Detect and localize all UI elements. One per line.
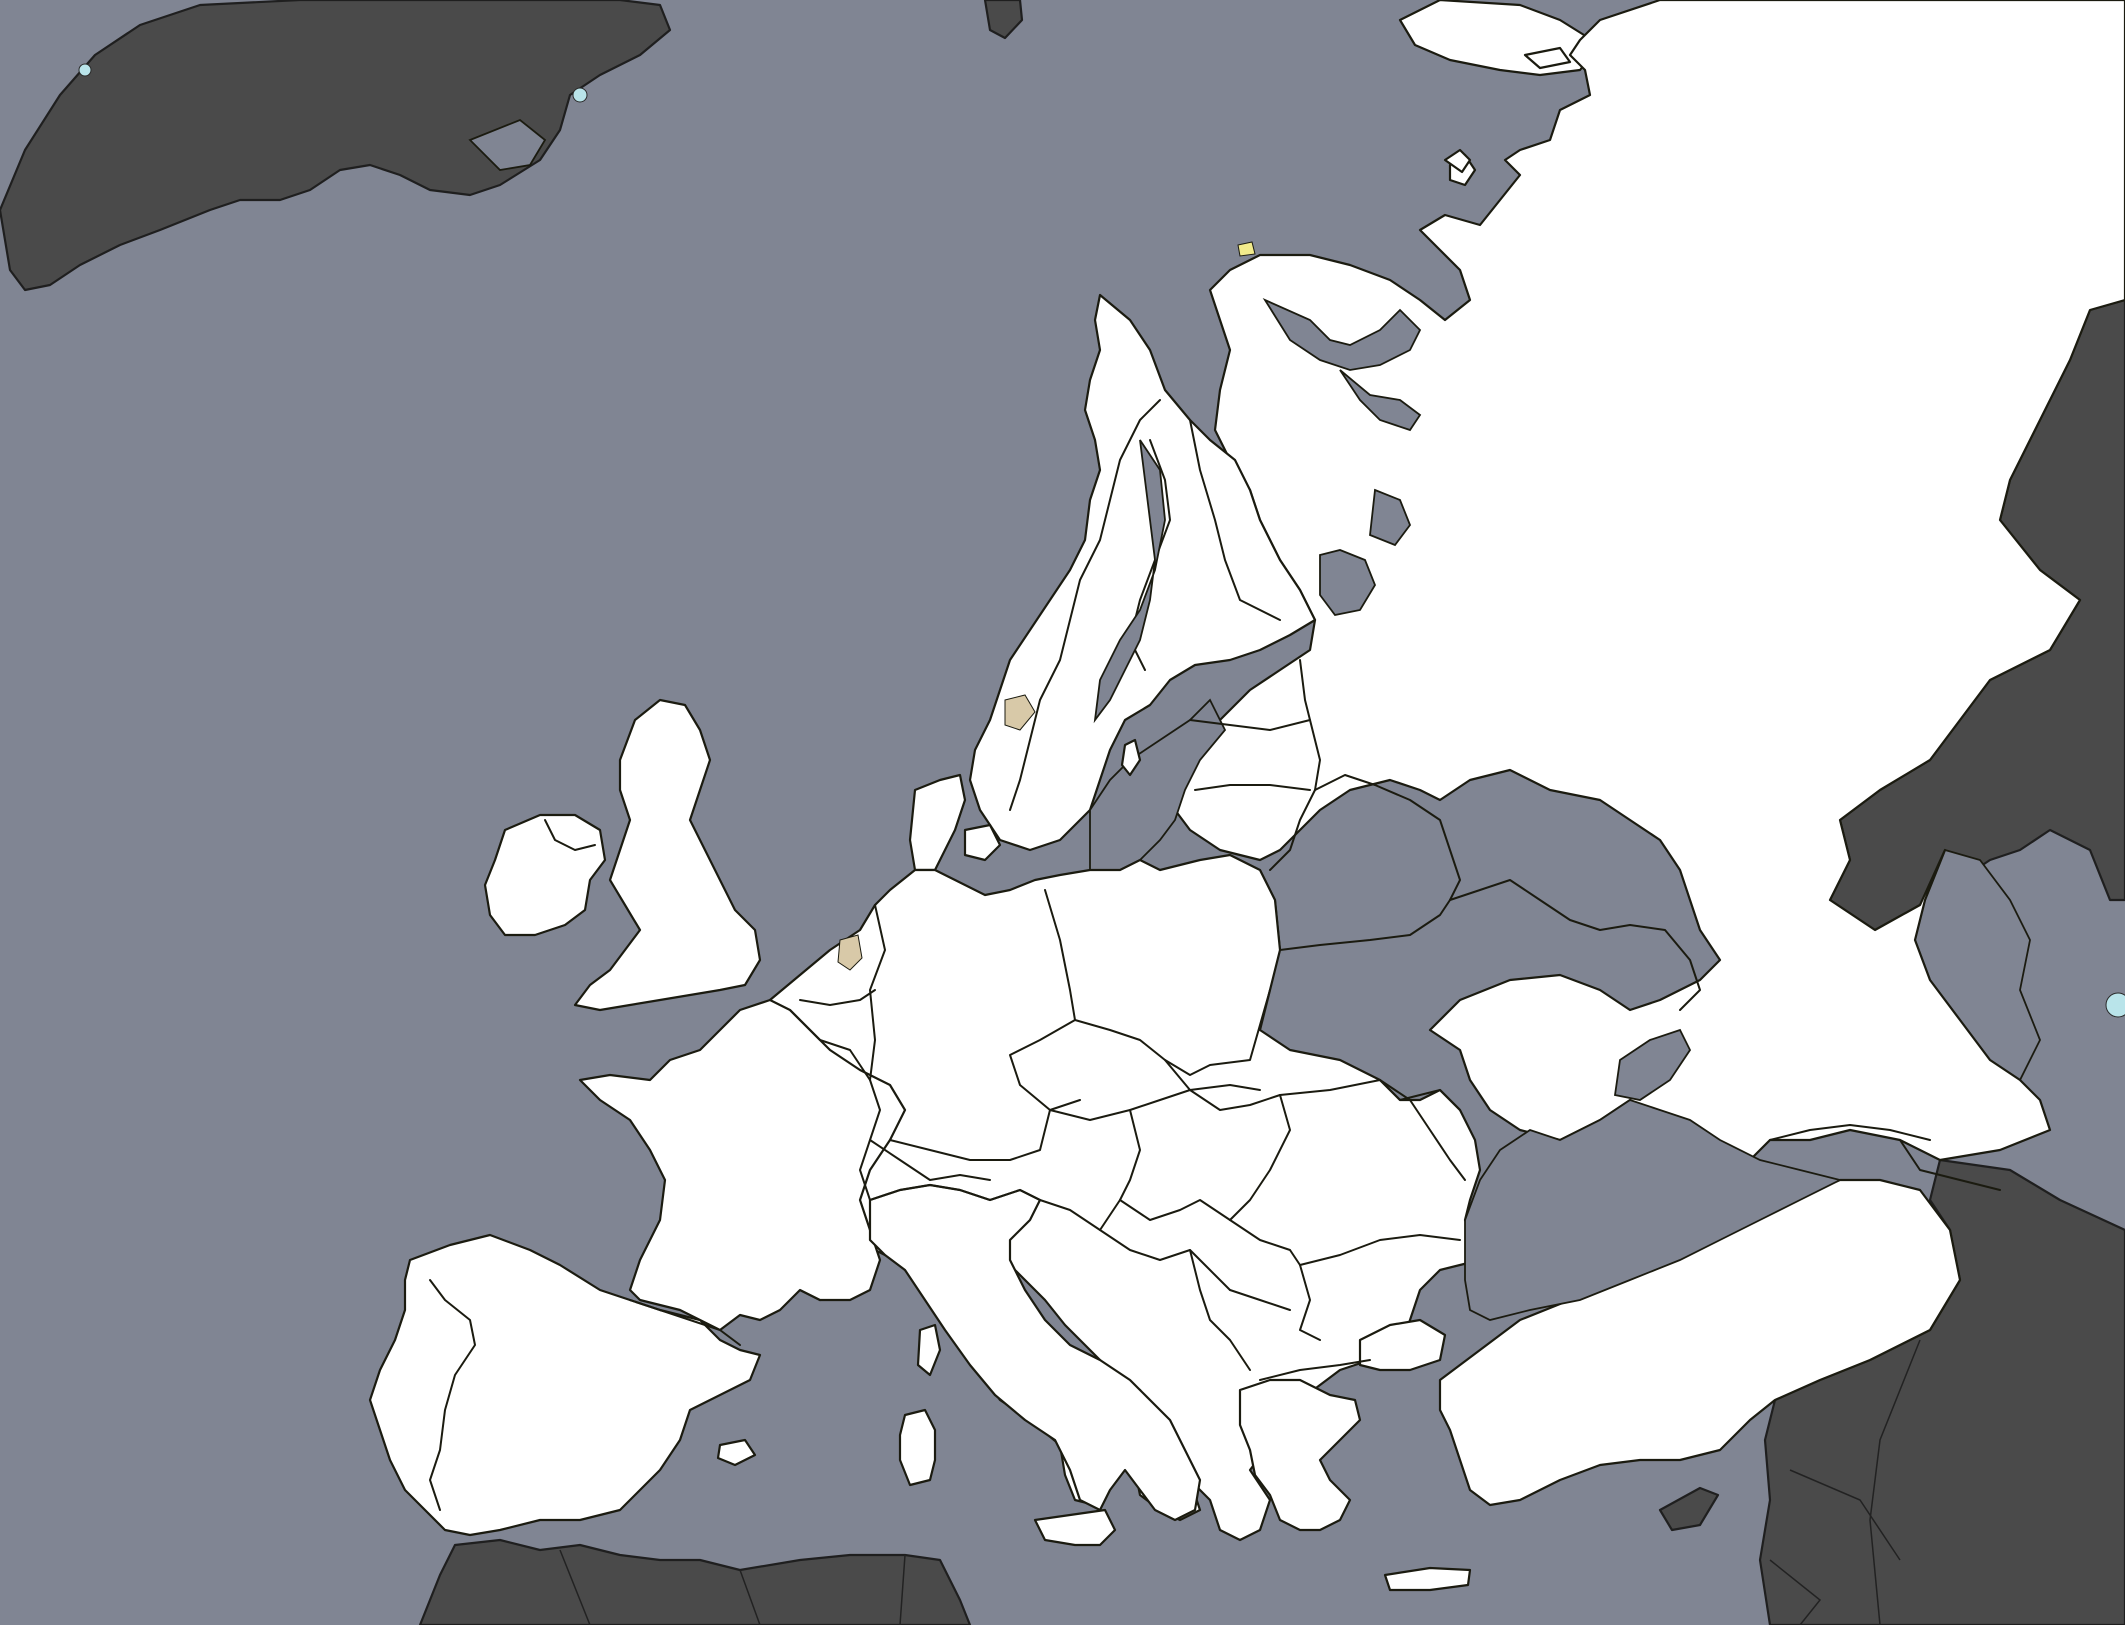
- middle-east-border-1: [1869, 1339, 1921, 1625]
- gulf-bothnia: [1093, 439, 1166, 724]
- border-hungary-romania: [1229, 1094, 1291, 1221]
- border-germany-netherlands: [869, 904, 886, 1081]
- greenland-ice-lake-2: [572, 87, 588, 103]
- lake-vanern: [1004, 694, 1036, 731]
- sea-of-azov: [1613, 1028, 1692, 1101]
- balearic: [716, 1438, 757, 1467]
- kola-white-sea: [1262, 297, 1422, 371]
- border-finland-russia: [1189, 419, 1281, 621]
- iceland-south: [1523, 46, 1572, 70]
- border-balkans-4: [1229, 1289, 1291, 1311]
- border-latvia-lithuania: [1194, 784, 1311, 791]
- border-estonia-russia: [1299, 659, 1311, 721]
- sicily: [1033, 1508, 1117, 1547]
- greenland-fjord: [468, 118, 547, 171]
- great-britain: [573, 698, 762, 1012]
- greece: [1238, 1378, 1362, 1532]
- border-ukraine-russia: [1449, 879, 1701, 1011]
- border-germany-poland: [1044, 889, 1076, 1021]
- netherlands-tan: [837, 934, 863, 971]
- border-belarus-ukraine: [1279, 899, 1451, 951]
- greenland: [0, 0, 672, 292]
- greenland-ice-lake: [78, 63, 92, 77]
- border-serbia-bulgaria: [1299, 1264, 1321, 1341]
- border-caucasus: [1899, 1139, 2001, 1191]
- border-spain-france: [629, 1299, 741, 1346]
- border-estonia-latvia: [1189, 719, 1311, 731]
- border-belarus-russia: [1314, 774, 1461, 901]
- north-africa: [418, 1538, 972, 1625]
- onega-bay: [1339, 369, 1422, 432]
- france: [578, 998, 907, 1332]
- middle-east-border-2: [1789, 1469, 1901, 1561]
- denmark: [908, 773, 967, 872]
- border-northern-ireland: [544, 819, 596, 851]
- iberia: [368, 1233, 762, 1537]
- border-romania-serbia: [1229, 1219, 1301, 1266]
- border-germany-czech: [1009, 1019, 1081, 1111]
- svalbard-yellow: [1237, 241, 1256, 257]
- border-spain-portugal: [429, 1279, 476, 1511]
- border-balkans-3: [1189, 1249, 1251, 1371]
- lake-onega: [1369, 488, 1412, 547]
- border-romania-ukraine-moldova: [1279, 1079, 1461, 1111]
- border-poland-slovakia: [1164, 1059, 1261, 1091]
- corsica: [916, 1323, 942, 1377]
- border-romania-bulgaria: [1299, 1234, 1461, 1266]
- border-germany-austria-switz: [889, 1109, 1051, 1161]
- border-slovenia-croatia: [1039, 1199, 1121, 1231]
- border-sweden-norway: [1009, 399, 1161, 811]
- black-sea: [1464, 1099, 1843, 1321]
- ireland: [483, 813, 607, 937]
- border-lithuania-belarus: [1269, 789, 1316, 871]
- border-balkans-2: [1099, 1229, 1231, 1291]
- border-moldova: [1379, 1079, 1466, 1181]
- north-africa-border: [559, 1549, 906, 1625]
- border-latvia-russia: [1309, 719, 1321, 791]
- border-czech-poland: [1074, 989, 1271, 1076]
- border-turkey-georgia: [1769, 1124, 1931, 1141]
- border-hungary-slovakia: [1189, 1089, 1281, 1111]
- cyprus: [1658, 1486, 1720, 1532]
- lake-ladoga: [1319, 549, 1377, 616]
- border-bulgaria-greece: [1259, 1359, 1371, 1381]
- border-switzerland: [869, 1139, 991, 1181]
- svalbard: [983, 0, 1024, 40]
- crete: [1383, 1566, 1472, 1592]
- border-belgium-netherlands: [799, 989, 876, 1006]
- border-austria-hungary: [1119, 1109, 1141, 1201]
- kolguev: [1443, 148, 1472, 174]
- border-balkans-1: [1119, 1199, 1231, 1221]
- italy: [868, 1183, 1202, 1522]
- russia-north: [1173, 0, 2125, 1167]
- middle-east-border-3: [1769, 1559, 1822, 1625]
- border-italy-alps: [869, 1184, 1041, 1201]
- aral-lake: [2105, 992, 2125, 1018]
- thrace: [1358, 1318, 1447, 1372]
- sardinia: [898, 1408, 937, 1487]
- gotland: [1120, 738, 1142, 777]
- zealand: [963, 823, 1002, 862]
- border-benelux: [789, 1009, 871, 1081]
